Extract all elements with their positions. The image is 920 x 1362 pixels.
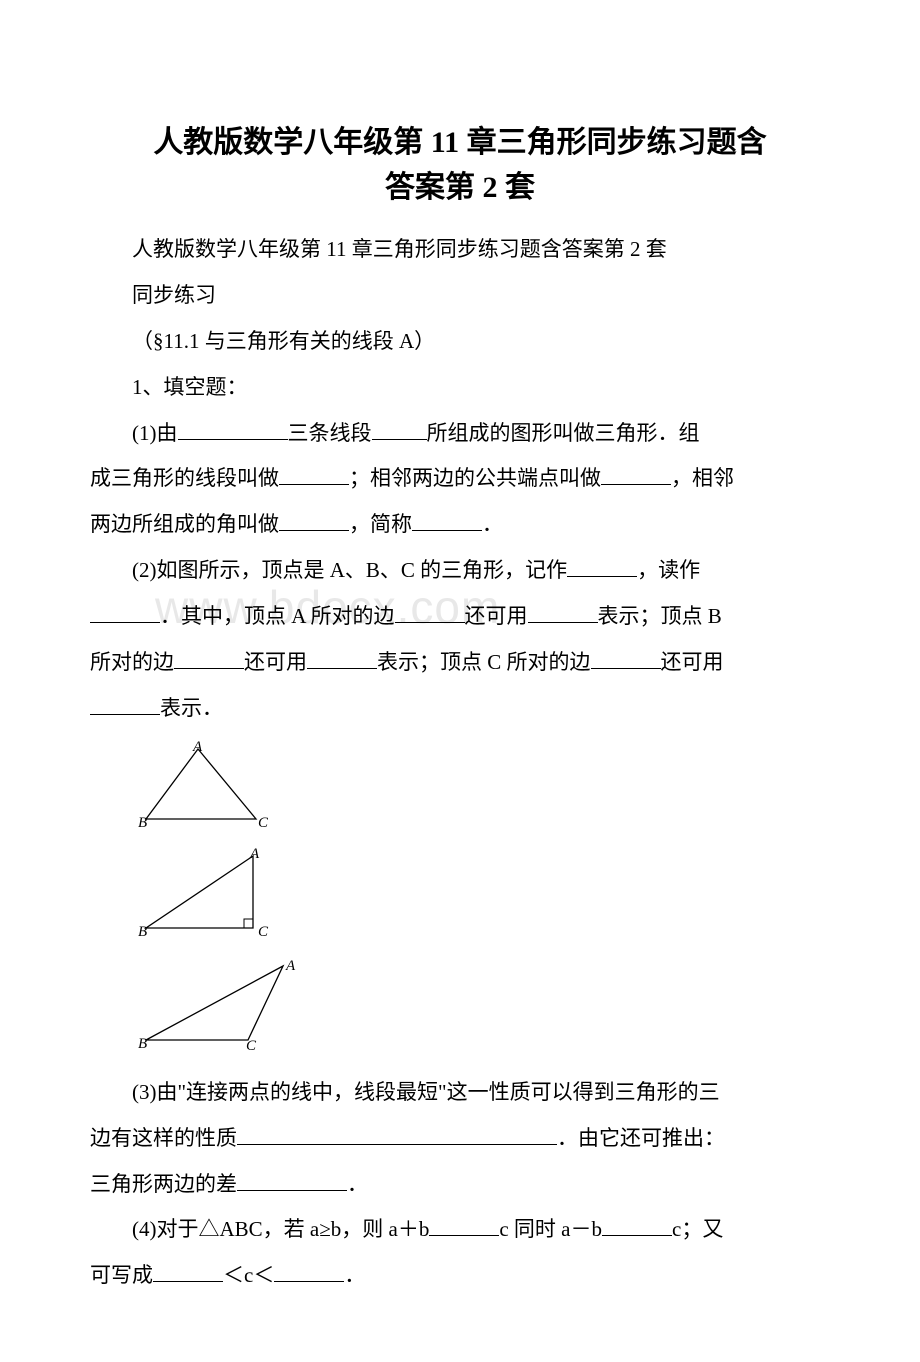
triangle-3-svg: A B C	[138, 958, 298, 1056]
triangle-figure-1: A B C	[138, 741, 830, 838]
right-angle-mark	[244, 919, 253, 928]
text: 还可用	[465, 604, 528, 628]
text: (1)由	[132, 421, 178, 445]
vertex-label-B: B	[138, 924, 147, 940]
vertex-label-C: C	[246, 1038, 257, 1054]
question-1-3-line2: 边有这样的性质 ．由它还可推出：	[90, 1119, 830, 1159]
fill-blank	[591, 646, 661, 669]
vertex-label-B: B	[138, 1036, 147, 1052]
vertex-label-A: A	[249, 848, 260, 862]
text: ．	[344, 1263, 365, 1287]
text: ．由它还可推出：	[557, 1126, 725, 1150]
title-line-2: 答案第 2 套	[385, 171, 535, 204]
fill-blank	[90, 600, 160, 623]
text: 三角形两边的差	[90, 1172, 237, 1196]
page-title: 人教版数学八年级第 11 章三角形同步练习题含 答案第 2 套	[90, 120, 830, 210]
question-1-3-line1: (3)由"连接两点的线中，线段最短"这一性质可以得到三角形的三	[90, 1073, 830, 1113]
text: 成三角形的线段叫做	[90, 466, 279, 490]
question-1-4-line1: (4)对于△ABC，若 a≥b，则 a＋b c 同时 a－b c；又	[90, 1210, 830, 1250]
text: c；又	[672, 1217, 723, 1241]
text: ，读作	[637, 558, 700, 582]
question-1-1-line2: 成三角形的线段叫做 ；相邻两边的公共端点叫做 ，相邻	[90, 459, 830, 499]
fill-blank	[153, 1259, 223, 1282]
question-1-2-line2: ．其中，顶点 A 所对的边 还可用 表示；顶点 B	[90, 597, 830, 637]
fill-blank	[429, 1213, 499, 1236]
triangle-figure-3: A B C	[138, 958, 830, 1061]
fill-blank	[567, 554, 637, 577]
triangle-2-svg: A B C	[138, 848, 276, 943]
fill-blank	[372, 416, 427, 439]
text: 两边所组成的角叫做	[90, 512, 279, 536]
question-1-header: 1、填空题：	[90, 368, 830, 408]
fill-blank	[602, 1213, 672, 1236]
vertex-label-A: A	[192, 741, 203, 755]
triangle-2-shape	[146, 856, 253, 928]
fill-blank	[178, 416, 288, 439]
fill-blank	[237, 1122, 557, 1145]
fill-blank	[174, 646, 244, 669]
text: ．其中，顶点 A 所对的边	[160, 604, 395, 628]
text: (4)对于△ABC，若 a≥b，则 a＋b	[132, 1217, 429, 1241]
fill-blank	[528, 600, 598, 623]
question-1-2-line3: 所对的边 还可用 表示；顶点 C 所对的边 还可用	[90, 643, 830, 683]
fill-blank	[274, 1259, 344, 1282]
triangle-figures: A B C A B C A B C	[138, 741, 830, 1061]
triangle-3-shape	[146, 966, 283, 1040]
fill-blank	[279, 508, 349, 531]
text: ．	[347, 1172, 368, 1196]
fill-blank	[279, 462, 349, 485]
text: 边有这样的性质	[90, 1126, 237, 1150]
fill-blank	[307, 646, 377, 669]
text: 三条线段	[288, 421, 372, 445]
triangle-1-svg: A B C	[138, 741, 268, 833]
question-1-1-line1: (1)由 三条线段 所组成的图形叫做三角形．组	[90, 414, 830, 454]
fill-blank	[90, 692, 160, 715]
text: 表示；顶点 C 所对的边	[377, 650, 591, 674]
text: 所对的边	[90, 650, 174, 674]
text: 可写成	[90, 1263, 153, 1287]
subtitle: 人教版数学八年级第 11 章三角形同步练习题含答案第 2 套	[90, 230, 830, 270]
question-1-2-line1: (2)如图所示，顶点是 A、B、C 的三角形，记作 ，读作	[90, 551, 830, 591]
fill-blank	[395, 600, 465, 623]
text: c 同时 a－b	[499, 1217, 602, 1241]
practice-label: 同步练习	[90, 276, 830, 316]
vertex-label-A: A	[285, 958, 296, 974]
vertex-label-C: C	[258, 815, 268, 831]
vertex-label-B: B	[138, 815, 147, 831]
fill-blank	[412, 508, 482, 531]
fill-blank	[237, 1167, 347, 1190]
text: (2)如图所示，顶点是 A、B、C 的三角形，记作	[132, 558, 567, 582]
text: (3)由"连接两点的线中，线段最短"这一性质可以得到三角形的三	[132, 1080, 720, 1104]
vertex-label-C: C	[258, 924, 269, 940]
text: 表示；顶点 B	[598, 604, 722, 628]
section-label: （§11.1 与三角形有关的线段 A）	[90, 322, 830, 362]
title-line-1: 人教版数学八年级第 11 章三角形同步练习题含	[153, 126, 766, 159]
text: 表示．	[160, 696, 223, 720]
question-1-3-line3: 三角形两边的差 ．	[90, 1165, 830, 1205]
question-1-2-line4: 表示．	[90, 689, 830, 729]
text: ，相邻	[671, 466, 734, 490]
question-1-1-line3: 两边所组成的角叫做 ，简称 ．	[90, 505, 830, 545]
text: 还可用	[661, 650, 724, 674]
triangle-1-shape	[146, 749, 256, 819]
question-1-4-line2: 可写成 ＜c＜ ．	[90, 1256, 830, 1296]
triangle-figure-2: A B C	[138, 848, 830, 948]
fill-blank	[601, 462, 671, 485]
text: 所组成的图形叫做三角形．组	[427, 421, 700, 445]
text: ＜c＜	[223, 1263, 274, 1287]
text: ．	[482, 512, 503, 536]
text: 还可用	[244, 650, 307, 674]
text: ，简称	[349, 512, 412, 536]
text: ；相邻两边的公共端点叫做	[349, 466, 601, 490]
